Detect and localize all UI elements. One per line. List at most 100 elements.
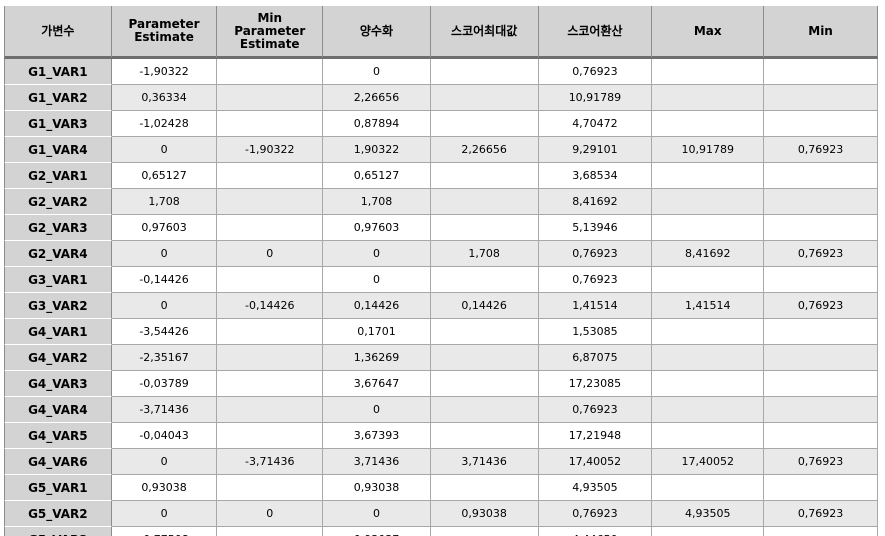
cell-positive[interactable]: 0,97603 [323, 215, 431, 241]
cell-min[interactable] [764, 59, 878, 85]
cell-max[interactable] [652, 189, 765, 215]
cell-min-parameter-estimate[interactable]: 0 [217, 241, 324, 267]
cell-score-converted[interactable]: 0,76923 [538, 267, 653, 293]
row-header[interactable]: G2_VAR4 [4, 241, 112, 267]
table-row[interactable]: G4_VAR6 0 -3,71436 3,71436 3,71436 17,40052 17… [4, 449, 878, 475]
cell-parameter-estimate[interactable]: -3,54426 [111, 319, 218, 345]
cell-parameter-estimate[interactable]: -1,90322 [111, 59, 218, 85]
cell-min[interactable] [764, 527, 878, 536]
table-row[interactable]: G4_VAR4 -3,71436 0 0,76923 [4, 397, 878, 423]
cell-min[interactable] [764, 397, 878, 423]
cell-positive[interactable]: 3,67647 [323, 371, 431, 397]
table-row[interactable]: G2_VAR4 0 0 0 1,708 0,76923 8,41692 0,76923 [4, 241, 878, 267]
cell-min[interactable]: 0,76923 [764, 293, 878, 319]
cell-score-converted[interactable]: 17,21948 [538, 423, 653, 449]
table-row[interactable]: G5_VAR2 0 0 0 0,93038 0,76923 4,93505 0,76923 [4, 501, 878, 527]
cell-parameter-estimate[interactable]: -0,14426 [111, 267, 218, 293]
cell-score-converted[interactable]: 8,41692 [538, 189, 653, 215]
table-row[interactable]: G4_VAR2 -2,35167 1,36269 6,87075 [4, 345, 878, 371]
cell-parameter-estimate[interactable]: 0,97603 [111, 215, 218, 241]
cell-min-parameter-estimate[interactable] [217, 371, 324, 397]
table-row[interactable]: G2_VAR2 1,708 1,708 8,41692 [4, 189, 878, 215]
cell-min[interactable] [764, 189, 878, 215]
cell-max[interactable] [652, 397, 765, 423]
cell-score-converted[interactable]: 0,76923 [538, 501, 653, 527]
cell-min-parameter-estimate[interactable] [217, 527, 324, 536]
column-header-max[interactable]: Max [652, 6, 765, 59]
cell-score-converted[interactable]: 3,68534 [538, 163, 653, 189]
cell-positive[interactable]: 1,36269 [323, 345, 431, 371]
table-row[interactable]: G1_VAR3 -1,02428 0,87894 4,70472 [4, 111, 878, 137]
table-row[interactable]: G1_VAR4 0 -1,90322 1,90322 2,26656 9,29101 10,… [4, 137, 878, 163]
cell-max[interactable] [652, 85, 765, 111]
cell-score-max[interactable] [430, 163, 539, 189]
cell-parameter-estimate[interactable]: 0 [111, 137, 218, 163]
cell-min[interactable]: 0,76923 [764, 449, 878, 475]
cell-max[interactable]: 10,91789 [652, 137, 765, 163]
cell-max[interactable] [652, 215, 765, 241]
row-header[interactable]: G1_VAR3 [4, 111, 112, 137]
cell-min-parameter-estimate[interactable] [217, 215, 324, 241]
cell-min-parameter-estimate[interactable]: -1,90322 [217, 137, 324, 163]
cell-positive[interactable]: 0,87894 [323, 111, 431, 137]
row-header[interactable]: G2_VAR2 [4, 189, 112, 215]
cell-score-converted[interactable]: 0,76923 [538, 241, 653, 267]
table-row[interactable]: G5_VAR1 0,93038 0,93038 4,93505 [4, 475, 878, 501]
cell-min[interactable] [764, 423, 878, 449]
cell-max[interactable] [652, 267, 765, 293]
cell-score-converted[interactable]: 4,93505 [538, 475, 653, 501]
cell-positive[interactable]: 1,708 [323, 189, 431, 215]
column-header-min[interactable]: Min [764, 6, 878, 59]
cell-score-max[interactable] [430, 345, 539, 371]
cell-min-parameter-estimate[interactable] [217, 475, 324, 501]
row-header[interactable]: G4_VAR5 [4, 423, 112, 449]
cell-max[interactable] [652, 163, 765, 189]
column-header-dummy-variable[interactable]: 가변수 [4, 6, 112, 59]
cell-score-converted[interactable]: 10,91789 [538, 85, 653, 111]
cell-positive[interactable]: 1,90322 [323, 137, 431, 163]
cell-positive[interactable]: 3,67393 [323, 423, 431, 449]
cell-min[interactable] [764, 319, 878, 345]
cell-min-parameter-estimate[interactable] [217, 423, 324, 449]
cell-parameter-estimate[interactable]: 0,65127 [111, 163, 218, 189]
cell-min[interactable]: 0,76923 [764, 137, 878, 163]
cell-parameter-estimate[interactable]: 0 [111, 449, 218, 475]
cell-score-max[interactable] [430, 475, 539, 501]
cell-max[interactable]: 17,40052 [652, 449, 765, 475]
cell-min[interactable] [764, 215, 878, 241]
cell-min[interactable] [764, 267, 878, 293]
table-row[interactable]: G1_VAR2 0,36334 2,26656 10,91789 [4, 85, 878, 111]
cell-positive[interactable]: 0,14426 [323, 293, 431, 319]
cell-min-parameter-estimate[interactable]: -0,14426 [217, 293, 324, 319]
cell-max[interactable]: 1,41514 [652, 293, 765, 319]
cell-positive[interactable]: 0 [323, 59, 431, 85]
cell-parameter-estimate[interactable]: -3,71436 [111, 397, 218, 423]
row-header[interactable]: G4_VAR2 [4, 345, 112, 371]
cell-positive[interactable]: 2,26656 [323, 85, 431, 111]
cell-min[interactable] [764, 345, 878, 371]
row-header[interactable]: G3_VAR1 [4, 267, 112, 293]
row-header[interactable]: G2_VAR1 [4, 163, 112, 189]
table-row[interactable]: G3_VAR2 0 -0,14426 0,14426 0,14426 1,41514 1,4… [4, 293, 878, 319]
cell-min-parameter-estimate[interactable] [217, 345, 324, 371]
cell-min-parameter-estimate[interactable] [217, 189, 324, 215]
cell-min[interactable] [764, 85, 878, 111]
cell-min-parameter-estimate[interactable]: 0 [217, 501, 324, 527]
cell-max[interactable] [652, 319, 765, 345]
cell-score-max[interactable] [430, 189, 539, 215]
cell-score-converted[interactable]: 1,53085 [538, 319, 653, 345]
row-header[interactable]: G5_VAR2 [4, 501, 112, 527]
row-header[interactable]: G4_VAR4 [4, 397, 112, 423]
cell-positive[interactable]: 0 [323, 501, 431, 527]
cell-min[interactable] [764, 111, 878, 137]
column-header-parameter-estimate[interactable]: Parameter Estimate [111, 6, 218, 59]
row-header[interactable]: G3_VAR2 [4, 293, 112, 319]
cell-parameter-estimate[interactable]: 0 [111, 501, 218, 527]
cell-parameter-estimate[interactable]: -1,02428 [111, 111, 218, 137]
cell-score-max[interactable] [430, 423, 539, 449]
cell-parameter-estimate[interactable]: 0 [111, 241, 218, 267]
cell-max[interactable] [652, 111, 765, 137]
cell-score-converted[interactable]: 17,40052 [538, 449, 653, 475]
table-row[interactable]: G5_VAR3-0,77508 0,93037 4,44650 [4, 527, 878, 536]
table-row[interactable]: G1_VAR1 -1,90322 0 0,76923 [4, 59, 878, 85]
